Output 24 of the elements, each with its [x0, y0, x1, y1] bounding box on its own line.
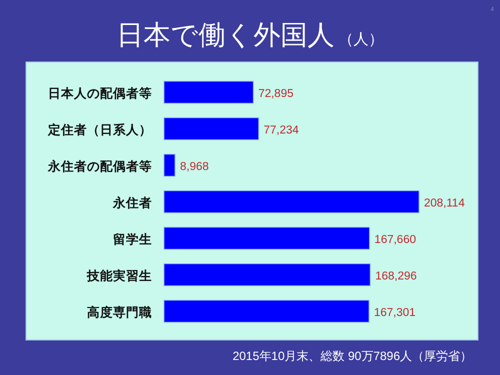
data-label: 72,895	[258, 88, 294, 100]
y-tick-label: 留学生	[113, 232, 152, 246]
data-label: 208,114	[424, 197, 466, 210]
bar	[164, 117, 260, 140]
data-label: 77,234	[264, 124, 300, 136]
bar	[164, 154, 176, 177]
bar	[164, 300, 370, 323]
y-tick-label: 高度専門職	[87, 304, 152, 320]
data-label: 167,301	[374, 306, 416, 319]
chart-title: 日本で働く外国人	[116, 20, 334, 50]
bar	[164, 80, 254, 104]
y-tick-label: 日本人の配偶者等	[48, 86, 152, 100]
y-tick-label: 永住者	[112, 194, 152, 210]
y-tick-label: 永住者の配偶者等	[47, 158, 152, 174]
bar	[164, 190, 420, 214]
bar	[164, 226, 370, 250]
y-tick-label: 定住者（日系人）	[47, 122, 152, 137]
chart-subtitle: （人）	[338, 31, 384, 48]
bar	[164, 263, 371, 286]
data-label: 168,296	[375, 270, 417, 282]
y-tick-label: 技能実習生	[86, 268, 152, 283]
data-label: 8,968	[180, 160, 209, 173]
data-label: 167,660	[374, 234, 416, 246]
text: 2015年10月末、総数 90万7896人（厚労省）	[232, 349, 472, 363]
